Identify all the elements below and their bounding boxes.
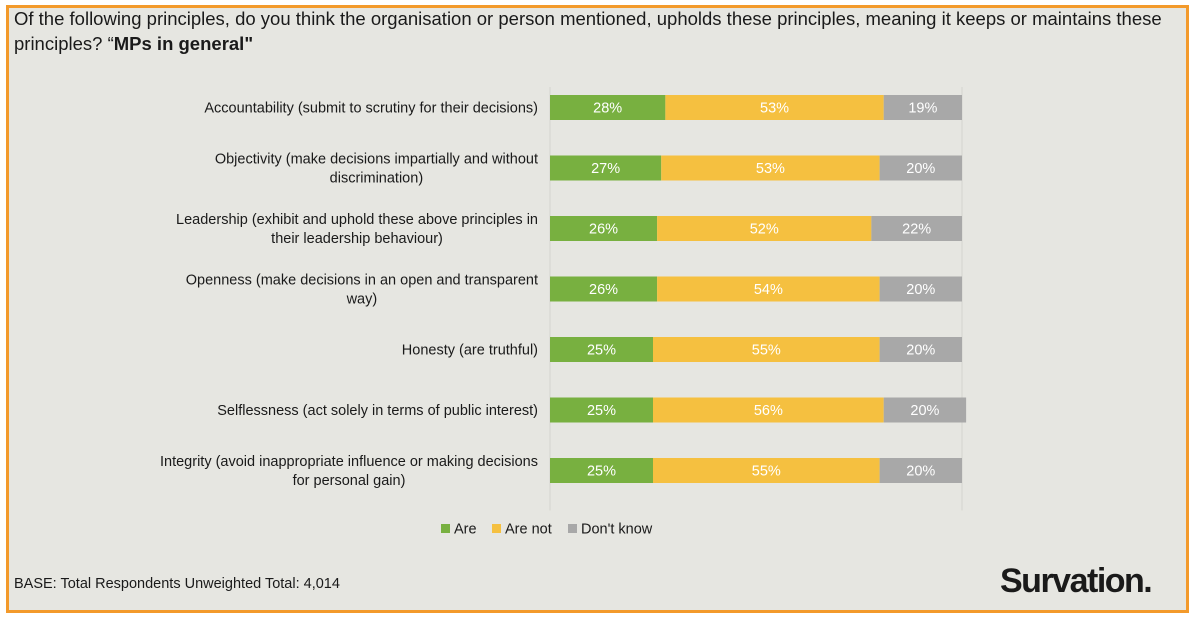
legend-swatch xyxy=(492,524,501,533)
bar-segment xyxy=(550,216,658,241)
data-label: 20% xyxy=(910,403,939,419)
data-label: 25% xyxy=(587,464,616,480)
data-label: 22% xyxy=(902,222,931,238)
category-label: discrimination) xyxy=(330,171,423,187)
bar-segment xyxy=(550,397,653,423)
bar-segment xyxy=(550,95,666,120)
legend-swatch xyxy=(441,524,450,533)
legend-label: Don't know xyxy=(581,522,653,538)
title-question-text: Of the following principles, do you thin… xyxy=(14,8,1162,54)
data-label: 25% xyxy=(587,403,616,419)
data-label: 54% xyxy=(754,282,783,298)
data-label: 20% xyxy=(906,343,935,359)
bar-segment xyxy=(550,276,658,302)
data-label: 55% xyxy=(752,464,781,480)
legend-label: Are not xyxy=(505,522,552,538)
bar-segment xyxy=(550,458,653,483)
category-label: their leadership behaviour) xyxy=(271,231,443,247)
bar-segment xyxy=(550,337,653,362)
category-label: for personal gain) xyxy=(293,473,406,489)
bar-segment xyxy=(879,155,962,181)
category-label: way) xyxy=(346,292,378,308)
category-label: Selflessness (act solely in terms of pub… xyxy=(217,403,538,419)
legend-label: Are xyxy=(454,522,477,538)
bar-segment xyxy=(879,458,962,483)
bar-segment xyxy=(879,337,962,362)
category-label: Honesty (are truthful) xyxy=(402,343,538,359)
bar-segment xyxy=(657,216,872,241)
category-label: Openness (make decisions in an open and … xyxy=(186,273,538,289)
category-label: Accountability (submit to scrutiny for t… xyxy=(204,101,538,117)
chart-title: Of the following principles, do you thin… xyxy=(14,6,1164,56)
bar-segment xyxy=(879,276,962,302)
bar-segment xyxy=(657,276,880,302)
base-note: BASE: Total Respondents Unweighted Total… xyxy=(14,576,340,592)
bar-segment xyxy=(653,397,884,423)
data-label: 20% xyxy=(906,161,935,177)
bar-segment xyxy=(883,95,962,120)
data-label: 20% xyxy=(906,282,935,298)
category-label: Objectivity (make decisions impartially … xyxy=(215,152,538,168)
bar-segment xyxy=(871,216,962,241)
survation-logo: Survation. xyxy=(1000,562,1153,600)
data-label: 53% xyxy=(760,101,789,117)
bar-segment xyxy=(653,337,880,362)
data-label: 19% xyxy=(908,101,937,117)
bar-segment xyxy=(883,397,967,423)
bar-segment xyxy=(661,155,880,181)
data-label: 28% xyxy=(593,101,622,117)
data-label: 55% xyxy=(752,343,781,359)
data-label: 56% xyxy=(754,403,783,419)
bar-segment xyxy=(653,458,880,483)
bar-segment xyxy=(665,95,884,120)
category-label: Integrity (avoid inappropriate influence… xyxy=(160,454,538,470)
data-label: 26% xyxy=(589,282,618,298)
data-label: 25% xyxy=(587,343,616,359)
data-label: 26% xyxy=(589,222,618,238)
title-subject: MPs in general" xyxy=(113,33,254,54)
data-label: 52% xyxy=(750,222,779,238)
data-label: 53% xyxy=(756,161,785,177)
bar-segment xyxy=(550,155,662,181)
data-label: 27% xyxy=(591,161,620,177)
category-label: Leadership (exhibit and uphold these abo… xyxy=(176,212,538,228)
legend-swatch xyxy=(568,524,577,533)
data-label: 20% xyxy=(906,464,935,480)
